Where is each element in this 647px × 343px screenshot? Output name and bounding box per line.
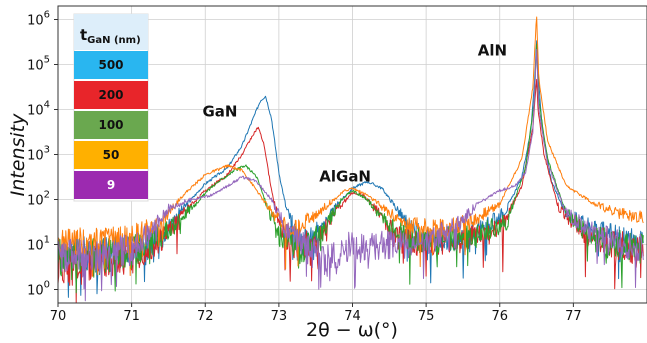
y-tick-exp: 1 xyxy=(44,235,50,246)
x-axis-ticks: 70 71 72 73 74 75 76 77 xyxy=(50,303,582,324)
y-tick-label: 103 xyxy=(27,145,50,164)
y-tick-label: 101 xyxy=(27,235,50,254)
x-tick-label: 75 xyxy=(418,309,435,324)
x-tick-label: 72 xyxy=(197,309,214,324)
y-tick-exp: 4 xyxy=(44,100,50,111)
x-tick-label: 71 xyxy=(123,309,140,324)
x-tick-label: 70 xyxy=(50,309,67,324)
x-tick-label: 74 xyxy=(344,309,361,324)
y-tick-base: 10 xyxy=(27,239,44,254)
legend: tGaN (nm) 500 200 100 50 9 xyxy=(73,13,149,202)
legend-label: 200 xyxy=(98,88,123,102)
y-tick-base: 10 xyxy=(27,14,44,29)
y-tick-base: 10 xyxy=(27,149,44,164)
y-tick-label: 105 xyxy=(27,55,50,74)
legend-swatch xyxy=(74,111,148,139)
legend-title-sub: GaN (nm) xyxy=(87,35,141,46)
legend-title-main: t xyxy=(80,26,87,44)
legend-header xyxy=(74,14,148,50)
x-tick-label: 73 xyxy=(271,309,288,324)
y-tick-base: 10 xyxy=(27,284,44,299)
x-tick-label: 76 xyxy=(491,309,508,324)
y-tick-exp: 0 xyxy=(44,280,50,291)
y-tick-exp: 3 xyxy=(44,145,50,156)
y-axis-title: Intensity xyxy=(7,113,29,196)
peak-annotations: GaN AlGaN AlN xyxy=(202,42,507,186)
annotation-label: GaN xyxy=(202,102,237,120)
y-tick-exp: 5 xyxy=(44,55,50,66)
annotation-label: AlN xyxy=(478,42,507,60)
y-tick-base: 10 xyxy=(27,104,44,119)
y-tick-label: 102 xyxy=(27,190,50,209)
y-tick-exp: 6 xyxy=(44,10,50,21)
series-line-9 xyxy=(57,48,644,302)
legend-swatch xyxy=(74,51,148,79)
x-tick-label: 77 xyxy=(565,309,582,324)
data-lines xyxy=(57,16,644,304)
legend-swatch xyxy=(74,141,148,169)
y-tick-label: 106 xyxy=(27,10,50,29)
x-axis-title: 2θ − ω(°) xyxy=(306,319,398,341)
y-tick-label: 104 xyxy=(27,100,50,119)
legend-label: 500 xyxy=(98,58,123,72)
legend-label: 50 xyxy=(103,148,120,162)
y-tick-base: 10 xyxy=(27,59,44,74)
legend-swatch xyxy=(74,81,148,109)
y-tick-label: 100 xyxy=(27,280,50,299)
legend-entries: 500 200 100 50 9 xyxy=(74,51,148,199)
legend-swatch xyxy=(74,171,148,199)
y-tick-base: 10 xyxy=(27,194,44,209)
y-tick-exp: 2 xyxy=(44,190,50,201)
series-line-200 xyxy=(57,78,644,304)
legend-label: 100 xyxy=(98,118,123,132)
legend-label: 9 xyxy=(107,178,115,192)
annotation-label: AlGaN xyxy=(319,168,371,186)
legend-title: tGaN (nm) xyxy=(80,26,141,46)
